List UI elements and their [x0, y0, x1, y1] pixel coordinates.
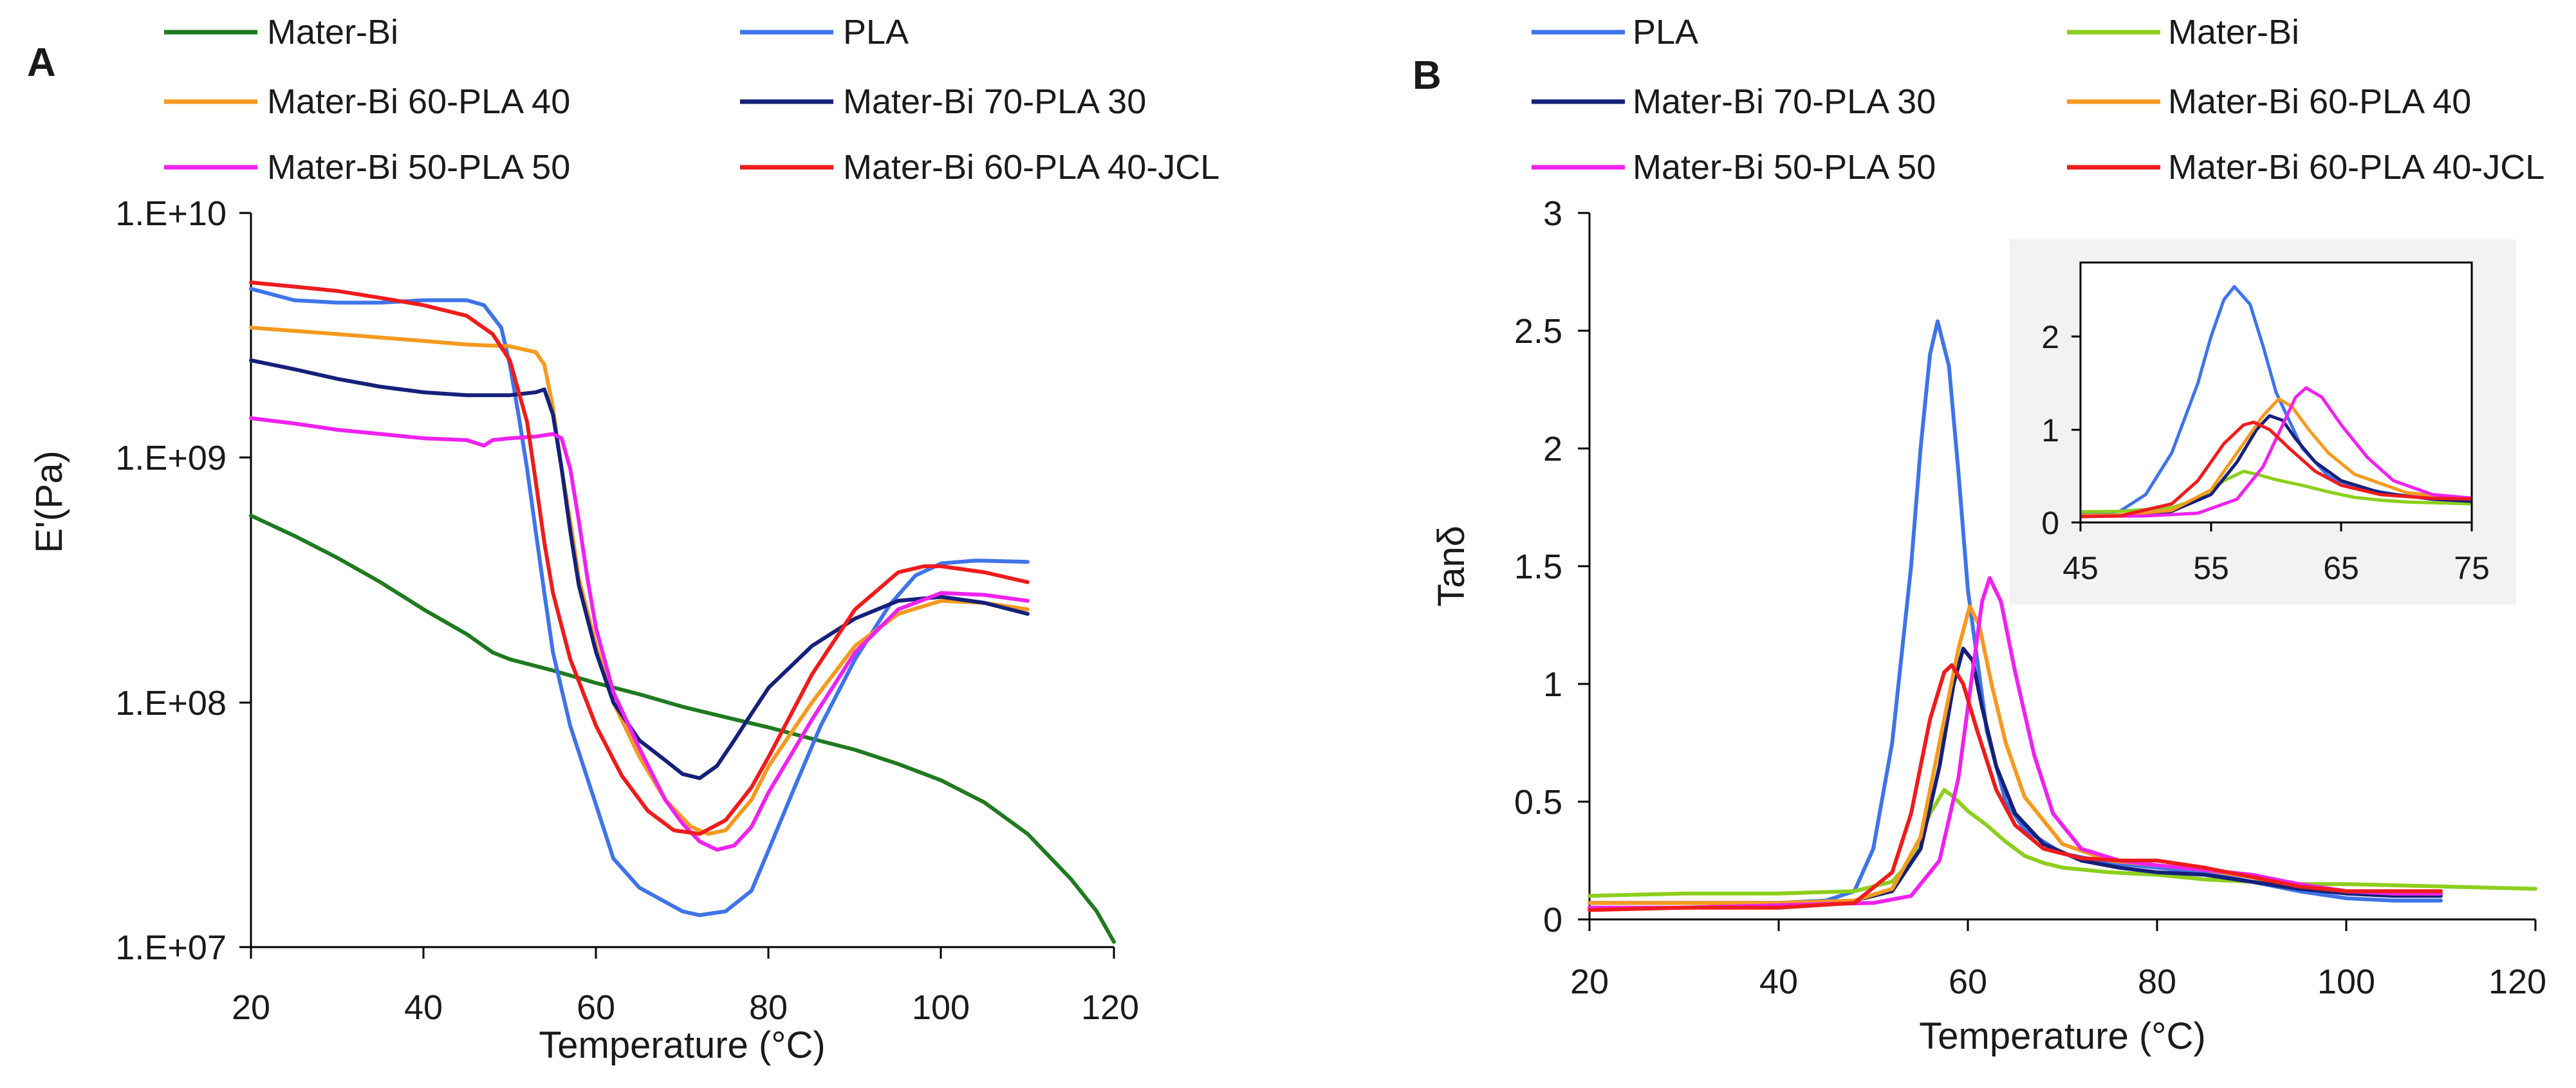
legend-entry: Mater-Bi 50-PLA 50: [1532, 148, 1936, 187]
y-tick-label: 1.E+08: [115, 684, 227, 723]
x-tick-label: 100: [912, 988, 970, 1027]
x-tick-label: 120: [1081, 988, 1139, 1027]
y-tick-label: 1.E+09: [115, 439, 227, 477]
legend-entry: PLA: [740, 13, 909, 51]
x-tick-label: 80: [749, 988, 788, 1027]
panel-a-axes: 1.E+07 1.E+08 1.E+09 1.E+10 20 40 60 80 …: [28, 194, 1139, 1066]
series-line: [249, 286, 1030, 917]
legend-entry: Mater-Bi 70-PLA 30: [740, 82, 1146, 121]
inset-frame-outline: [2079, 261, 2473, 524]
legend-entry: Mater-Bi: [164, 13, 398, 51]
x-tick-label: 80: [2138, 963, 2176, 1001]
y-tick-label: 0: [1543, 901, 1562, 939]
y-tick-label: 1: [1543, 665, 1562, 704]
series-line: [2080, 420, 2472, 519]
inset-x-tick-label: 65: [2323, 550, 2359, 586]
legend-entry: Mater-Bi 60-PLA 40: [164, 82, 570, 121]
y-tick-label: 1.E+10: [115, 194, 227, 233]
y-tick-label: 1.E+07: [115, 928, 227, 967]
legend-label: Mater-Bi 60-PLA 40-JCL: [2168, 148, 2544, 187]
panel-b-inset: 0 1 2 45 55 65 75: [2010, 239, 2516, 605]
panel-b-legend: PLA Mater-Bi Mater-Bi 70-PLA 30 Mater-Bi…: [1532, 13, 2544, 187]
legend-label: Mater-Bi 50-PLA 50: [1633, 148, 1936, 187]
legend-entry: Mater-Bi 50-PLA 50: [164, 148, 570, 187]
y-tick-label: 1.5: [1514, 548, 1562, 586]
panel-a: A Mater-Bi PLA Mater-Bi 60-PLA 40 Mater-…: [27, 13, 1219, 1066]
inset-y-tick-label: 2: [2041, 319, 2059, 355]
inset-plot-area: [2080, 285, 2472, 519]
x-tick-label: 20: [1570, 963, 1609, 1001]
legend-label: PLA: [843, 13, 909, 51]
series-line: [1588, 576, 2443, 910]
y-tick-label: 0.5: [1514, 783, 1562, 822]
series-line: [2080, 386, 2472, 519]
series-line: [249, 358, 1030, 780]
legend-label: Mater-Bi 70-PLA 30: [1633, 82, 1936, 121]
series-line: [249, 281, 1030, 836]
x-tick-label: 40: [1759, 963, 1798, 1001]
legend-entry: Mater-Bi 60-PLA 40: [2067, 82, 2471, 121]
legend-label: PLA: [1633, 13, 1698, 51]
x-tick-label: 100: [2317, 963, 2375, 1001]
x-axis-title: Temperature (°C): [1919, 1015, 2205, 1057]
series-line: [1588, 647, 2443, 905]
x-tick-label: 60: [577, 988, 615, 1027]
legend-entry: Mater-Bi 60-PLA 40-JCL: [2067, 148, 2544, 187]
series-line: [1588, 604, 2443, 905]
legend-label: Mater-Bi 50-PLA 50: [267, 148, 570, 187]
panel-b: B PLA Mater-Bi Mater-Bi 70-PLA 30 Mater-…: [1413, 13, 2546, 1057]
legend-entry: Mater-Bi: [2067, 13, 2299, 51]
legend-label: Mater-Bi: [267, 13, 398, 51]
y-tick-label: 3: [1543, 194, 1562, 233]
x-tick-label: 40: [404, 988, 443, 1027]
series-line: [2080, 397, 2472, 517]
x-axis-title: Temperature (°C): [539, 1024, 825, 1066]
series-line: [249, 513, 1116, 944]
x-tick-label: 60: [1949, 963, 1987, 1001]
series-line: [2080, 285, 2472, 517]
inset-x-tick-label: 75: [2454, 550, 2490, 586]
panel-b-plot-area: [1588, 319, 2537, 912]
legend-label: Mater-Bi 70-PLA 30: [843, 82, 1146, 121]
y-tick-label: 2.5: [1514, 312, 1562, 351]
legend-label: Mater-Bi 60-PLA 40-JCL: [843, 148, 1219, 187]
legend-entry: Mater-Bi 70-PLA 30: [1532, 82, 1936, 121]
inset-y-tick-label: 1: [2041, 412, 2059, 448]
legend-label: Mater-Bi 60-PLA 40: [267, 82, 570, 121]
series-line: [249, 416, 1030, 852]
panel-a-letter: A: [27, 41, 56, 85]
legend-label: Mater-Bi 60-PLA 40: [2168, 82, 2471, 121]
inset-y-tick-label: 0: [2041, 505, 2059, 541]
panel-a-legend: Mater-Bi PLA Mater-Bi 60-PLA 40 Mater-Bi…: [164, 13, 1219, 187]
legend-entry: PLA: [1532, 13, 1698, 51]
panel-b-letter: B: [1413, 53, 1441, 98]
inset-x-tick-label: 55: [2193, 550, 2229, 586]
series-line: [249, 326, 1030, 836]
y-tick-label: 2: [1543, 430, 1562, 468]
legend-label: Mater-Bi: [2168, 13, 2299, 51]
x-tick-label: 120: [2488, 963, 2546, 1001]
panel-a-plot-area: [249, 281, 1116, 944]
x-tick-label: 20: [232, 988, 270, 1027]
panel-b-axes: 0 0.5 1 1.5 2 2.5 3 20 40 60 80 100 120 …: [1431, 194, 2546, 1057]
y-axis-title: Tanδ: [1431, 526, 1472, 607]
series-line: [1588, 663, 2443, 912]
y-axis-title: E'(Pa): [28, 450, 70, 553]
inset-x-tick-label: 45: [2062, 550, 2099, 586]
legend-entry: Mater-Bi 60-PLA 40-JCL: [740, 148, 1219, 187]
